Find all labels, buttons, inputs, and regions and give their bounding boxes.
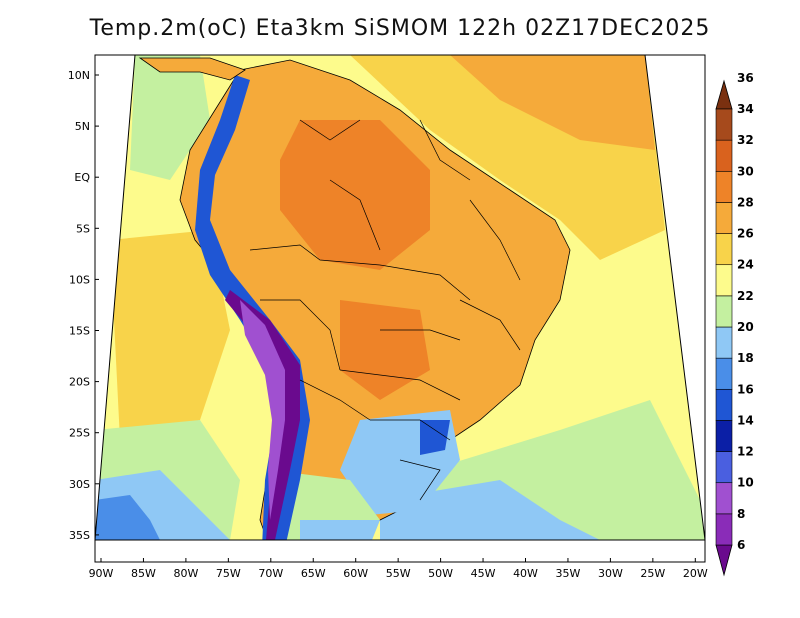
lat-label: 15S bbox=[69, 325, 90, 338]
lon-label: 45W bbox=[471, 567, 496, 580]
central-hot-zone bbox=[340, 300, 430, 400]
colorbar-swatch bbox=[715, 420, 733, 452]
colorbar-label: 12 bbox=[737, 445, 754, 459]
lon-label: 30W bbox=[598, 567, 623, 580]
lon-label: 20W bbox=[683, 567, 708, 580]
pacific-colder-zone bbox=[95, 495, 160, 540]
colorbar-label: 30 bbox=[737, 164, 754, 178]
andes-colder-zone bbox=[225, 290, 300, 540]
colorbar-swatch bbox=[715, 388, 733, 421]
colorbar-label: 34 bbox=[737, 102, 754, 116]
southeast-cold-spot bbox=[420, 420, 450, 455]
colorbar-swatch bbox=[715, 233, 733, 266]
lon-label: 75W bbox=[216, 567, 241, 580]
colorbar-swatch bbox=[715, 108, 733, 141]
lon-label: 70W bbox=[258, 567, 283, 580]
north-pacific-cool-zone bbox=[130, 55, 210, 180]
longitude-axis: 90W 85W 80W 75W 70W 65W 60W 55W 50W 45W 40W 35W 30W 2… bbox=[89, 558, 708, 580]
colorbar-swatch bbox=[715, 482, 733, 515]
lat-label: 10N bbox=[68, 69, 90, 82]
lat-label: 30S bbox=[69, 478, 90, 491]
colorbar-label: 24 bbox=[737, 258, 754, 272]
colorbar-swatch bbox=[715, 357, 733, 390]
lat-label: EQ bbox=[74, 171, 90, 184]
colorbar: 6 8 10 12 14 16 18 20 22 24 26 28 30 32 34 36 bbox=[715, 71, 754, 577]
colorbar-bottom-arrow bbox=[715, 544, 733, 577]
colorbar-label: 28 bbox=[737, 195, 754, 209]
colorbar-label: 14 bbox=[737, 413, 754, 427]
colorbar-swatch bbox=[715, 264, 733, 297]
lon-label: 35W bbox=[556, 567, 581, 580]
colorbar-label: 36 bbox=[737, 71, 754, 85]
colorbar-label: 8 bbox=[737, 507, 745, 521]
colorbar-swatch bbox=[715, 202, 733, 234]
colorbar-swatch bbox=[715, 295, 733, 328]
colorbar-label: 32 bbox=[737, 133, 754, 147]
colorbar-label: 18 bbox=[737, 351, 754, 365]
colorbar-swatch bbox=[715, 139, 733, 172]
lon-label: 50W bbox=[428, 567, 453, 580]
patagonia-cold-zone bbox=[300, 520, 380, 540]
colorbar-label: 26 bbox=[737, 227, 754, 241]
lat-label: 35S bbox=[69, 529, 90, 542]
lon-label: 90W bbox=[89, 567, 114, 580]
colorbar-swatch bbox=[715, 326, 733, 359]
atlantic-cold-zone bbox=[380, 480, 600, 540]
country-borders bbox=[249, 119, 521, 501]
lon-label: 80W bbox=[173, 567, 198, 580]
andes-coldest-zone bbox=[240, 300, 285, 520]
lat-label: 5S bbox=[76, 222, 90, 235]
colorbar-swatch bbox=[715, 513, 733, 546]
colorbar-label: 16 bbox=[737, 382, 754, 396]
lon-label: 40W bbox=[513, 567, 538, 580]
amazon-hot-zone bbox=[280, 120, 430, 270]
central-america-land bbox=[138, 57, 246, 81]
lon-label: 25W bbox=[640, 567, 665, 580]
lat-label: 25S bbox=[69, 427, 90, 440]
pacific-warm-zone bbox=[110, 230, 230, 440]
map-field bbox=[95, 55, 705, 540]
plot-frame bbox=[94, 54, 706, 563]
latitude-axis: 10N 5N EQ 5S 10S 15S 20S 25S 30S 35S bbox=[68, 69, 99, 542]
colorbar-top-arrow bbox=[715, 79, 733, 110]
lon-label: 65W bbox=[301, 567, 326, 580]
lat-label: 20S bbox=[69, 376, 90, 389]
colorbar-label: 22 bbox=[737, 289, 754, 303]
colorbar-label: 10 bbox=[737, 476, 754, 490]
lon-label: 60W bbox=[343, 567, 368, 580]
colorbar-swatch bbox=[715, 170, 733, 203]
colorbar-label: 6 bbox=[737, 538, 745, 552]
lon-label: 55W bbox=[386, 567, 411, 580]
lat-label: 5N bbox=[75, 120, 90, 133]
atlantic-hot-zone bbox=[450, 55, 655, 150]
lat-label: 10S bbox=[69, 273, 90, 286]
colorbar-swatch bbox=[715, 451, 733, 484]
map-title: Temp.2m(oC) Eta3km SiSMOM 122h 02Z17DEC2… bbox=[89, 16, 711, 41]
colorbar-label: 20 bbox=[737, 320, 754, 334]
lon-label: 85W bbox=[131, 567, 156, 580]
